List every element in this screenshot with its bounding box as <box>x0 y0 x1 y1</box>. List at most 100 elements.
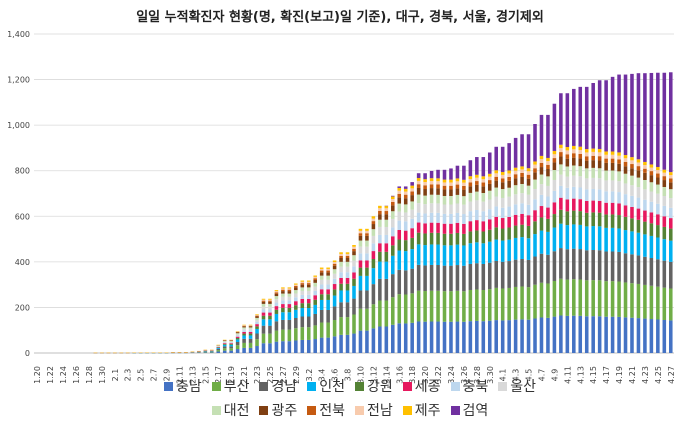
bar-segment-경남 <box>306 316 311 328</box>
bar-segment-강원 <box>274 309 279 314</box>
bar-segment-부산 <box>423 291 427 322</box>
bar-segment-세종 <box>423 223 427 234</box>
bar-segment-울산 <box>468 201 473 212</box>
bar-segment-전북 <box>572 153 576 158</box>
bar-segment-강원 <box>552 214 557 228</box>
bar-segment-세종 <box>526 215 531 226</box>
y-tick-label: 800 <box>15 167 30 176</box>
bar-segment-충북 <box>378 234 382 244</box>
bar-segment-검역 <box>481 157 486 177</box>
legend-item: 부산 <box>211 376 249 396</box>
bar-segment-강원 <box>423 233 427 246</box>
bar-segment-대전 <box>442 195 447 205</box>
bar-segment-강원 <box>281 307 285 313</box>
bar-segment-전북 <box>462 185 466 190</box>
bar-segment-대전 <box>578 166 583 177</box>
bar-segment-전남 <box>591 151 595 156</box>
bar-segment-강원 <box>487 229 492 242</box>
bar-segment-충북 <box>423 213 427 224</box>
bar-segment-경남 <box>656 259 660 287</box>
bar-segment-부산 <box>507 287 511 321</box>
bar-segment-울산 <box>546 185 550 197</box>
bar-segment-충남 <box>429 321 434 353</box>
bar-segment-세종 <box>507 216 511 228</box>
bar-segment-검역 <box>591 82 595 149</box>
bar-segment-제주 <box>494 170 498 174</box>
bar-segment-충북 <box>358 253 363 261</box>
legend-item: 대전 <box>211 400 249 420</box>
bar-segment-전북 <box>526 174 531 179</box>
bar-segment-검역 <box>617 74 621 153</box>
bar-segment-대전 <box>410 201 414 210</box>
x-tick-label: 4.21 <box>628 366 637 384</box>
bar-segment-전북 <box>358 233 363 236</box>
bar-segment-강원 <box>294 305 298 310</box>
bar-segment-인천 <box>487 241 492 263</box>
bar-segment-인천 <box>436 244 440 265</box>
bar-segment-부산 <box>520 286 524 320</box>
bar-segment-인천 <box>403 251 408 271</box>
bar-segment-세종 <box>623 205 628 217</box>
bar-segment-울산 <box>617 181 621 193</box>
bar-segment-대전 <box>365 240 369 247</box>
bar-segment-전북 <box>261 300 266 302</box>
x-tick-label: 4.23 <box>641 366 650 384</box>
bar-segment-전북 <box>507 176 511 181</box>
bar-segment-인천 <box>371 268 376 285</box>
bar-segment-전북 <box>578 153 583 159</box>
bar-segment-충남 <box>371 328 376 353</box>
bar-segment-세종 <box>300 298 305 304</box>
bar-segment-경남 <box>287 319 292 330</box>
chart-legend: 충남 부산 경남 인천 강원 세종 충북 울산 대전 광주 전북 전남 제주 검역 <box>150 376 550 420</box>
bar-segment-충남 <box>442 321 447 353</box>
bar-segment-전남 <box>255 314 259 316</box>
bar-segment-경남 <box>319 309 324 323</box>
bar-segment-제주 <box>623 155 628 159</box>
bar-segment-충남 <box>630 317 634 353</box>
bar-segment-세종 <box>248 331 253 334</box>
bar-segment-검역 <box>539 114 544 156</box>
bar-segment-부산 <box>294 328 298 341</box>
bar-segment-울산 <box>287 296 292 301</box>
bar-segment-강원 <box>442 233 447 246</box>
bar-segment-경남 <box>487 262 492 290</box>
bar-segment-전북 <box>274 292 279 294</box>
bar-segment-전남 <box>475 177 479 182</box>
bar-segment-경남 <box>668 261 673 289</box>
bar-segment-대전 <box>617 171 621 182</box>
bar-segment-대전 <box>623 173 628 184</box>
bar-segment-제주 <box>410 185 414 189</box>
bar-segment-제주 <box>610 151 615 155</box>
bar-segment-충남 <box>636 318 641 353</box>
bar-segment-부산 <box>455 290 460 322</box>
bar-segment-전남 <box>378 208 382 211</box>
bar-segment-광주 <box>643 172 647 180</box>
bar-segment-부산 <box>643 284 647 319</box>
bar-segment-강원 <box>584 212 589 227</box>
bar-segment-세종 <box>229 343 233 344</box>
bar-segment-경남 <box>268 325 272 334</box>
bar-segment-세종 <box>656 214 660 226</box>
bar-segment-전남 <box>358 230 363 234</box>
legend-label: 충북 <box>462 379 489 395</box>
bar-segment-충북 <box>668 207 673 219</box>
bar-segment-전북 <box>656 173 660 178</box>
bar-segment-전북 <box>475 181 479 185</box>
bar-segment-대전 <box>630 175 634 186</box>
bar-segment-광주 <box>222 340 227 342</box>
x-tick-label: 1.26 <box>72 366 81 384</box>
bar-segment-세종 <box>384 243 389 252</box>
bar-segment-전북 <box>636 166 641 171</box>
bar-segment-전북 <box>617 159 621 164</box>
bar-segment-광주 <box>255 316 259 318</box>
bar-segment-인천 <box>352 285 356 299</box>
bar-segment-세종 <box>378 243 382 252</box>
bar-segment-부산 <box>623 282 628 318</box>
x-tick-label: 2.27 <box>279 366 288 384</box>
bar-segment-충남 <box>468 321 473 353</box>
bar-segment-광주 <box>455 188 460 195</box>
bar-segment-울산 <box>436 203 440 213</box>
legend-label: 검역 <box>462 403 489 419</box>
bar-segment-제주 <box>546 157 550 162</box>
bar-segment-인천 <box>591 226 595 251</box>
